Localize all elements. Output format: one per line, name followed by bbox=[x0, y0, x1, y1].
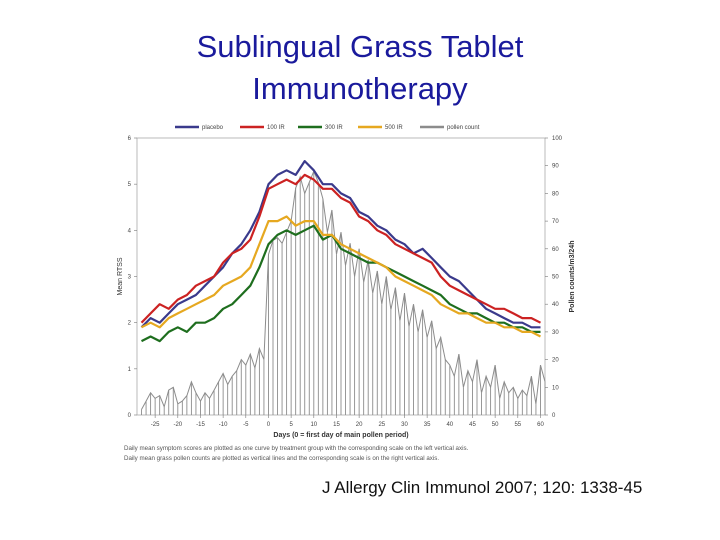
y-tick-label: 1 bbox=[128, 367, 132, 373]
slide-title-line-2: Immunotherapy bbox=[252, 71, 468, 106]
y2-tick-label: 80 bbox=[552, 191, 559, 197]
y-axis-label: Mean RTSS bbox=[117, 257, 124, 295]
slide-title-line-1: Sublingual Grass Tablet bbox=[196, 29, 524, 64]
pollen-count-line bbox=[141, 169, 546, 410]
y2-tick-label: 10 bbox=[552, 385, 559, 391]
legend-label: 300 IR bbox=[325, 125, 343, 131]
x-tick-label: 40 bbox=[446, 422, 453, 428]
y-tick-label: 5 bbox=[128, 182, 132, 188]
y2-tick-label: 40 bbox=[552, 302, 559, 308]
y2-tick-label: 90 bbox=[552, 164, 559, 170]
y2-tick-label: 20 bbox=[552, 358, 559, 364]
y2-tick-label: 70 bbox=[552, 219, 559, 225]
series-line-placebo bbox=[140, 160, 541, 329]
chart-caption-line-1: Daily mean symptom scores are plotted as… bbox=[124, 445, 469, 452]
legend-label: 100 IR bbox=[267, 125, 285, 131]
x-tick-label: 60 bbox=[537, 422, 544, 428]
y2-tick-label: 60 bbox=[552, 247, 559, 253]
legend-label: 500 IR bbox=[385, 125, 403, 131]
y2-axis-label: Pollen counts/m3/24h bbox=[569, 241, 576, 313]
x-tick-label: 0 bbox=[267, 422, 271, 428]
y-tick-label: 3 bbox=[128, 275, 132, 281]
y-tick-label: 2 bbox=[128, 321, 132, 327]
x-tick-label: 5 bbox=[289, 422, 293, 428]
x-tick-label: -10 bbox=[219, 422, 228, 428]
x-tick-label: -5 bbox=[243, 422, 249, 428]
x-tick-label: 25 bbox=[378, 422, 385, 428]
x-tick-label: -25 bbox=[151, 422, 160, 428]
y2-tick-label: 50 bbox=[552, 275, 559, 281]
x-tick-label: 20 bbox=[356, 422, 363, 428]
chart-caption-line-2: Daily mean grass pollen counts are plott… bbox=[124, 455, 440, 462]
y2-tick-label: 0 bbox=[552, 413, 556, 419]
x-tick-label: 30 bbox=[401, 422, 408, 428]
x-tick-label: 50 bbox=[492, 422, 499, 428]
y-tick-label: 0 bbox=[128, 413, 132, 419]
slide-title: Sublingual Grass Tablet Immunotherapy bbox=[0, 26, 720, 110]
x-tick-label: 15 bbox=[333, 422, 340, 428]
x-tick-label: -20 bbox=[173, 422, 182, 428]
x-tick-label: 35 bbox=[424, 422, 431, 428]
legend-label: pollen count bbox=[447, 125, 480, 131]
x-tick-label: 45 bbox=[469, 422, 476, 428]
legend-label: placebo bbox=[202, 125, 224, 131]
x-tick-label: -15 bbox=[196, 422, 205, 428]
y2-tick-label: 100 bbox=[552, 136, 563, 142]
series-line-100-ir bbox=[140, 173, 541, 324]
y2-tick-label: 30 bbox=[552, 330, 559, 336]
x-tick-label: 10 bbox=[310, 422, 317, 428]
y-tick-label: 4 bbox=[128, 228, 132, 234]
x-axis-label: Days (0 = first day of main pollen perio… bbox=[273, 432, 408, 439]
series-line-500-ir bbox=[141, 215, 541, 338]
citation: J Allergy Clin Immunol 2007; 120: 1338-4… bbox=[322, 478, 643, 497]
y-tick-label: 6 bbox=[128, 136, 132, 142]
series-line-300-ir bbox=[141, 224, 541, 343]
x-tick-label: 55 bbox=[514, 422, 521, 428]
